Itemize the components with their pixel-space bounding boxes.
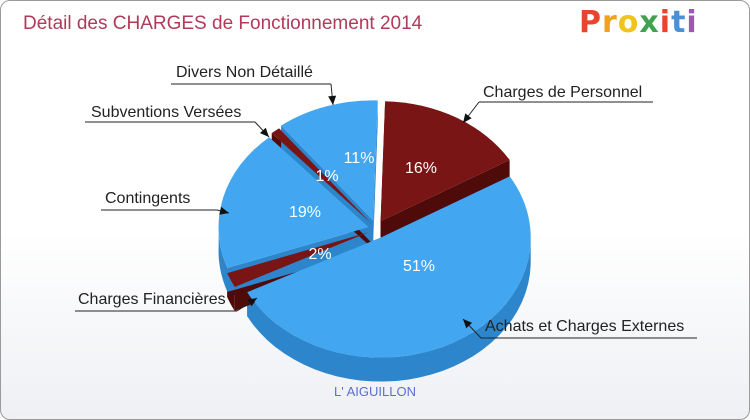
slice-category-label: Contingents xyxy=(105,190,190,207)
pie-slice-charges-de-personnel[interactable] xyxy=(380,101,510,222)
logo-letter: r xyxy=(602,5,618,40)
leader-line xyxy=(85,121,270,138)
logo-letter: x xyxy=(639,5,660,40)
leader-arrow xyxy=(463,319,473,329)
logo-letter: o xyxy=(617,5,640,40)
logo-letter: i xyxy=(659,5,672,40)
pie-slice-contingents[interactable] xyxy=(218,137,369,268)
leader-line xyxy=(101,209,230,214)
pie-slice-achats-et-charges-externes[interactable] xyxy=(247,176,531,358)
proxiti-logo: Proxiti xyxy=(579,5,698,40)
slice-category-label: Charges Financières xyxy=(78,291,226,308)
slice-category-label: Achats et Charges Externes xyxy=(485,318,684,335)
slice-category-label: Divers Non Détaillé xyxy=(176,64,313,81)
pie-slice-divers-non-d-taill-[interactable] xyxy=(281,100,378,221)
slice-percent-label: 19% xyxy=(289,204,321,221)
slice-side xyxy=(247,240,531,382)
pie-slice-charges-financi-res[interactable] xyxy=(227,232,369,287)
leader-arrow xyxy=(219,206,229,215)
chart-title: Détail des CHARGES de Fonctionnement 201… xyxy=(23,13,423,34)
leader-arrow xyxy=(328,95,337,105)
slice-percent-label: 16% xyxy=(405,160,437,177)
slice-side xyxy=(218,222,228,292)
slice-category-label: Charges de Personnel xyxy=(483,84,642,101)
leader-arrow xyxy=(259,127,269,137)
logo-letter: P xyxy=(579,5,602,40)
slice-percent-label: 2% xyxy=(308,246,331,263)
pie-slice-subventions-vers-es[interactable] xyxy=(271,128,372,224)
slice-category-label: Subventions Versées xyxy=(91,104,241,121)
leader-line xyxy=(462,101,653,124)
logo-letter: i xyxy=(686,5,698,40)
logo-letter: t xyxy=(671,5,687,40)
slice-percent-label: 51% xyxy=(403,258,435,275)
slice-percent-label: 1% xyxy=(315,168,338,185)
slice-percent-label: 11% xyxy=(344,150,375,167)
chart-subtitle: L' AIGUILLON xyxy=(334,384,416,399)
leader-arrow xyxy=(247,298,257,307)
leader-line xyxy=(171,83,334,106)
slice-wall xyxy=(373,100,378,245)
leader-arrow xyxy=(463,113,472,123)
